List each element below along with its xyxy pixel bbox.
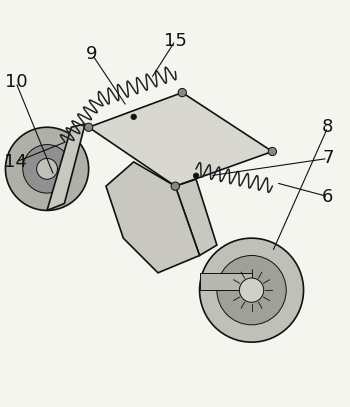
Circle shape bbox=[23, 144, 71, 193]
Circle shape bbox=[268, 147, 277, 155]
Polygon shape bbox=[106, 162, 200, 273]
Circle shape bbox=[239, 278, 264, 302]
Text: 7: 7 bbox=[322, 149, 334, 167]
Circle shape bbox=[193, 173, 199, 179]
Circle shape bbox=[84, 123, 93, 131]
Circle shape bbox=[199, 238, 303, 342]
Circle shape bbox=[37, 158, 57, 179]
Text: 15: 15 bbox=[164, 32, 187, 50]
Circle shape bbox=[131, 114, 136, 120]
Circle shape bbox=[6, 127, 89, 210]
Text: 10: 10 bbox=[5, 73, 27, 91]
Circle shape bbox=[178, 88, 187, 97]
Text: 9: 9 bbox=[86, 46, 98, 63]
Polygon shape bbox=[199, 273, 252, 290]
Circle shape bbox=[217, 256, 286, 325]
Polygon shape bbox=[89, 92, 272, 186]
Text: 14: 14 bbox=[5, 153, 27, 171]
Polygon shape bbox=[175, 179, 217, 256]
Text: 8: 8 bbox=[322, 118, 334, 136]
Text: 6: 6 bbox=[322, 188, 334, 206]
Polygon shape bbox=[47, 124, 85, 210]
Circle shape bbox=[171, 182, 180, 190]
